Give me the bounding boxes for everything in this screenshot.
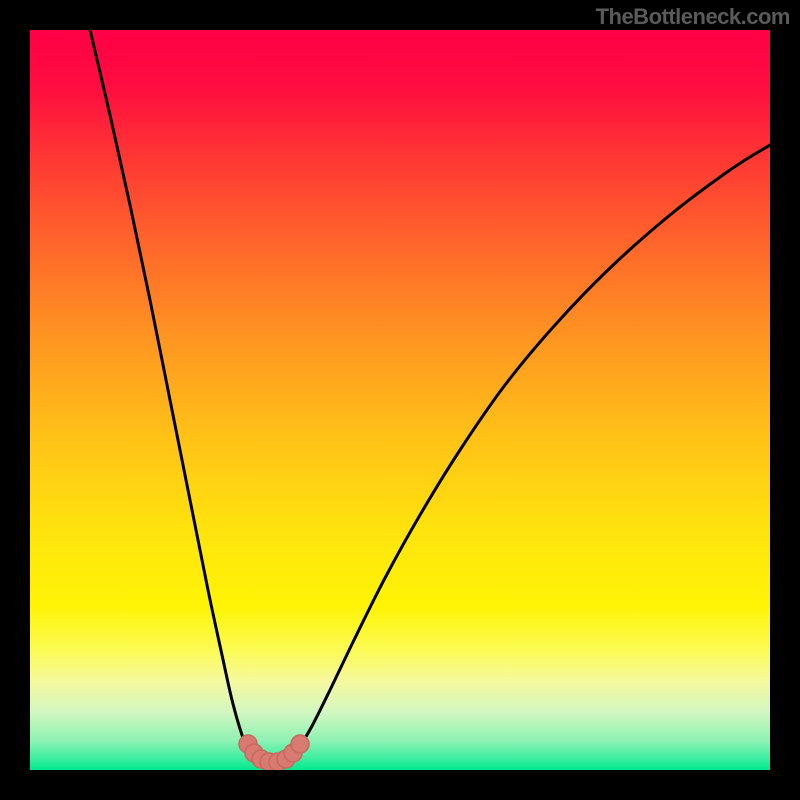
curve-layer: [30, 30, 770, 770]
marker-group: [239, 735, 309, 770]
chart-container: TheBottleneck.com: [0, 0, 800, 800]
bottleneck-curve: [90, 30, 770, 763]
watermark-text: TheBottleneck.com: [596, 4, 790, 30]
plot-area: [30, 30, 770, 770]
curve-marker: [291, 735, 309, 753]
